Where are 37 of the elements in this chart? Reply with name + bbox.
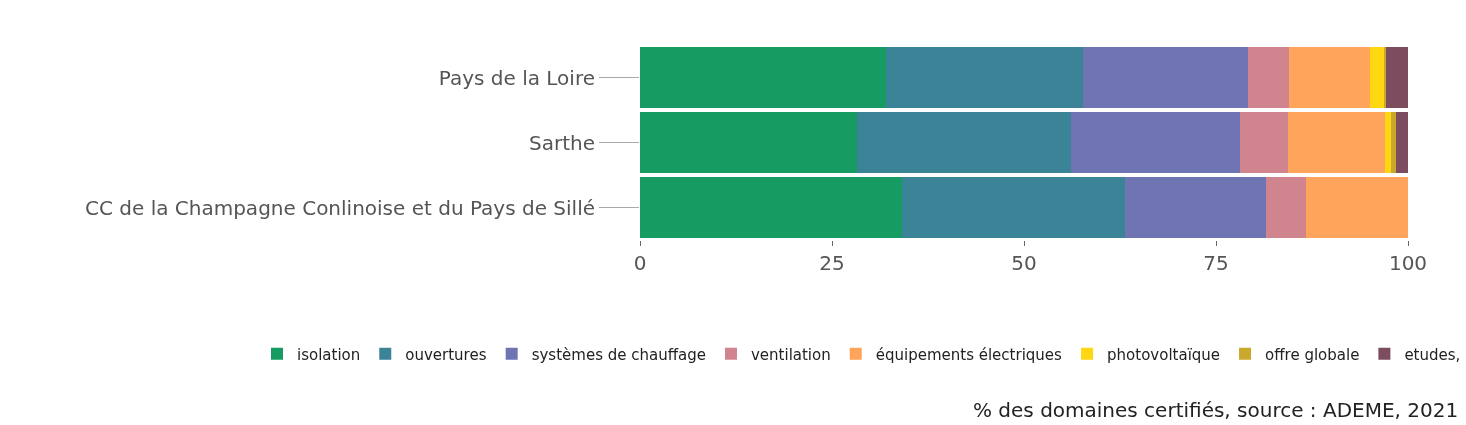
bar — [1248, 46, 1289, 109]
bar — [857, 111, 1071, 174]
bar — [640, 111, 858, 174]
bar — [885, 46, 1084, 109]
x-tick-label: 75 — [1203, 251, 1229, 275]
text: % des domaines certifiés, source : ADEME, 2021 — [973, 398, 1459, 422]
legend-label: équipements électriques — [875, 345, 1063, 364]
legend-label: photovoltaïque — [1107, 345, 1221, 364]
bar — [1124, 176, 1266, 239]
bar — [1305, 176, 1408, 239]
bar — [1384, 111, 1392, 174]
bar — [1265, 176, 1306, 239]
legend-label: ventilation — [750, 345, 831, 364]
x-tick-label: 100 — [1388, 251, 1428, 275]
x-tick-label: 0 — [633, 251, 647, 275]
legend-label: isolation — [297, 345, 361, 364]
x-tick-label: 25 — [819, 251, 845, 275]
bar — [1288, 46, 1371, 109]
bar — [640, 46, 886, 109]
bar — [1395, 111, 1408, 174]
bar — [640, 176, 902, 239]
bar — [1239, 111, 1289, 174]
legend-label: systèmes de chauffage — [531, 345, 706, 364]
bar — [1391, 111, 1396, 174]
y-tick-label: Pays de la Loire — [438, 65, 595, 90]
bar — [1288, 111, 1385, 174]
legend-label: etudes, — [1404, 345, 1461, 364]
legend-label: offre globale — [1265, 345, 1360, 364]
bar — [1370, 46, 1385, 109]
legend-label: ouvertures — [405, 345, 487, 364]
bar — [1070, 111, 1240, 174]
bar — [1385, 46, 1408, 109]
y-tick-label: Sarthe — [529, 130, 595, 155]
bar — [901, 176, 1125, 239]
bar — [1083, 46, 1249, 109]
y-tick-label: CC de la Champagne Conlinoise et du Pays de Sillé — [84, 195, 595, 220]
x-tick-label: 50 — [1011, 251, 1037, 275]
